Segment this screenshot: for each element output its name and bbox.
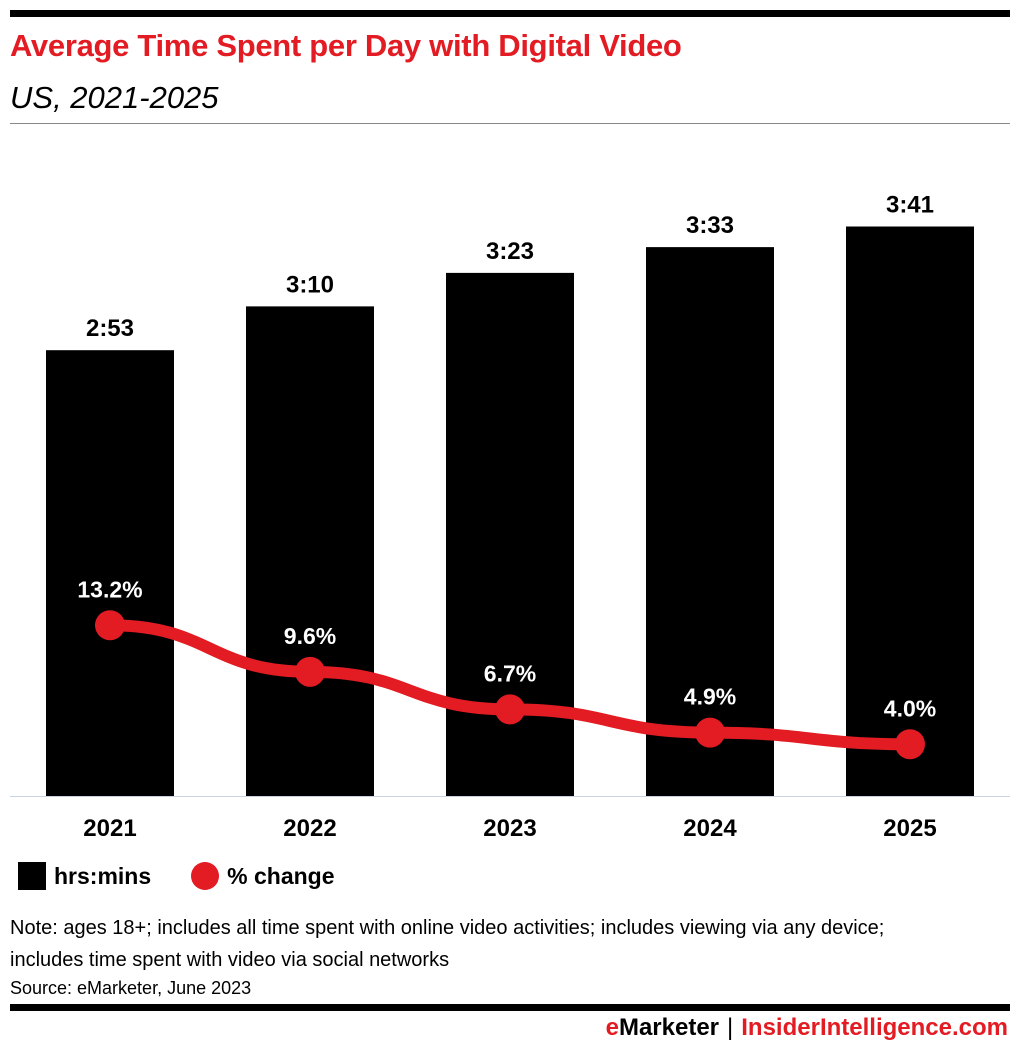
bar-2025 — [846, 226, 974, 796]
bar-label-2025: 3:41 — [886, 192, 934, 219]
chart-area: 2:53 2021 3:10 2022 3:23 2023 3:33 2024 3:41 2025… — [10, 192, 1010, 842]
brand-insider: InsiderIntelligence.com — [741, 1014, 1008, 1041]
pct-label-2025: 4.0% — [884, 695, 936, 721]
bar-label-2023: 3:23 — [486, 238, 534, 265]
brand-marketer: Marketer — [618, 1014, 720, 1041]
chart-subtitle: US, 2021-2025 — [10, 80, 219, 115]
bar-2022 — [246, 306, 374, 796]
legend: hrs:mins % change — [18, 862, 335, 890]
pct-label-2023: 6.7% — [484, 660, 536, 686]
pct-point-2021 — [95, 610, 125, 641]
bar-label-2021: 2:53 — [86, 315, 134, 342]
title-divider — [10, 123, 1010, 124]
chart-title: Average Time Spent per Day with Digital … — [10, 28, 682, 63]
pct-point-2024 — [695, 717, 725, 748]
pct-label-2024: 4.9% — [684, 684, 736, 710]
pct-label-2022: 9.6% — [284, 623, 336, 649]
x-tick-2024: 2024 — [683, 815, 737, 842]
legend-line-swatch — [191, 862, 220, 890]
x-tick-2022: 2022 — [283, 815, 336, 842]
x-tick-2025: 2025 — [883, 815, 936, 842]
chart-note: Note: ages 18+; includes all time spent … — [10, 917, 885, 971]
pct-point-2022 — [295, 656, 325, 687]
legend-bar-swatch — [18, 862, 46, 890]
pct-point-2025 — [895, 729, 925, 760]
bar-2021 — [46, 350, 174, 796]
brand-footer: eMarketer | InsiderIntelligence.com — [606, 1014, 1008, 1042]
brand-e: e — [605, 1014, 619, 1041]
bar-label-2022: 3:10 — [286, 271, 334, 298]
x-tick-2023: 2023 — [483, 815, 536, 842]
bar-2024 — [646, 247, 774, 797]
legend-line-label: % change — [227, 862, 335, 889]
chart-source: Source: eMarketer, June 2023 — [10, 978, 252, 998]
pct-point-2023 — [495, 694, 525, 725]
top-rule — [10, 10, 1010, 17]
brand-separator: | — [727, 1014, 734, 1041]
pct-label-2021: 13.2% — [77, 576, 142, 602]
bar-label-2024: 3:33 — [686, 212, 734, 239]
bottom-rule — [10, 1004, 1010, 1011]
x-tick-2021: 2021 — [83, 815, 136, 842]
legend-bar-label: hrs:mins — [54, 862, 152, 889]
